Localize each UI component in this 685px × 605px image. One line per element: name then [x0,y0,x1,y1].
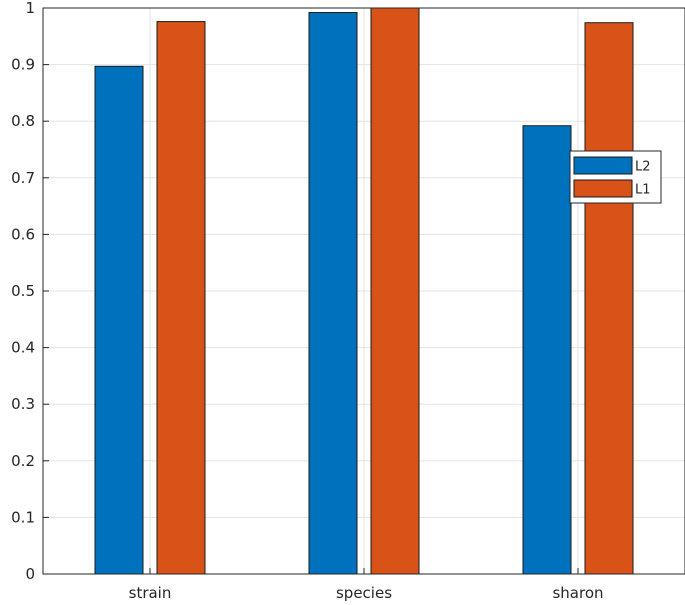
y-tick-label: 0.2 [11,452,35,470]
legend: L2 L1 [569,150,662,204]
bar-l1-sharon [584,22,634,575]
y-tick-label: 0.4 [11,339,35,357]
bar-l2-strain [94,65,144,575]
bar-l2-sharon [522,125,572,575]
y-tick-label: 0.6 [11,225,35,243]
y-tick-label: 0.9 [11,56,35,74]
bar-l1-species [370,7,420,575]
legend-swatch-l2 [573,156,633,175]
y-tick-label: 0.3 [11,395,35,413]
legend-swatch-l1 [573,179,633,198]
axis-ticks [43,7,579,575]
legend-label-l2: L2 [635,160,651,175]
bars [94,7,634,575]
legend-label-l1: L1 [635,183,651,198]
y-tick-label: 0.1 [11,508,35,526]
x-tick-labels: strain species sharon [129,584,604,602]
y-tick-labels: 0 0.1 0.2 0.3 0.4 0.5 0.6 0.7 0.8 0.9 1 [11,0,35,583]
x-tick-label: sharon [552,584,603,602]
y-tick-label: 0.5 [11,282,35,300]
grid-lines [43,8,685,574]
x-tick-label: strain [129,584,172,602]
y-tick-label: 0.7 [11,169,35,187]
bar-l1-strain [156,21,206,575]
bar-l2-species [308,12,358,575]
y-tick-label: 1 [25,0,35,17]
y-tick-label: 0 [25,565,35,583]
x-tick-label: species [336,584,392,602]
y-tick-label: 0.8 [11,112,35,130]
